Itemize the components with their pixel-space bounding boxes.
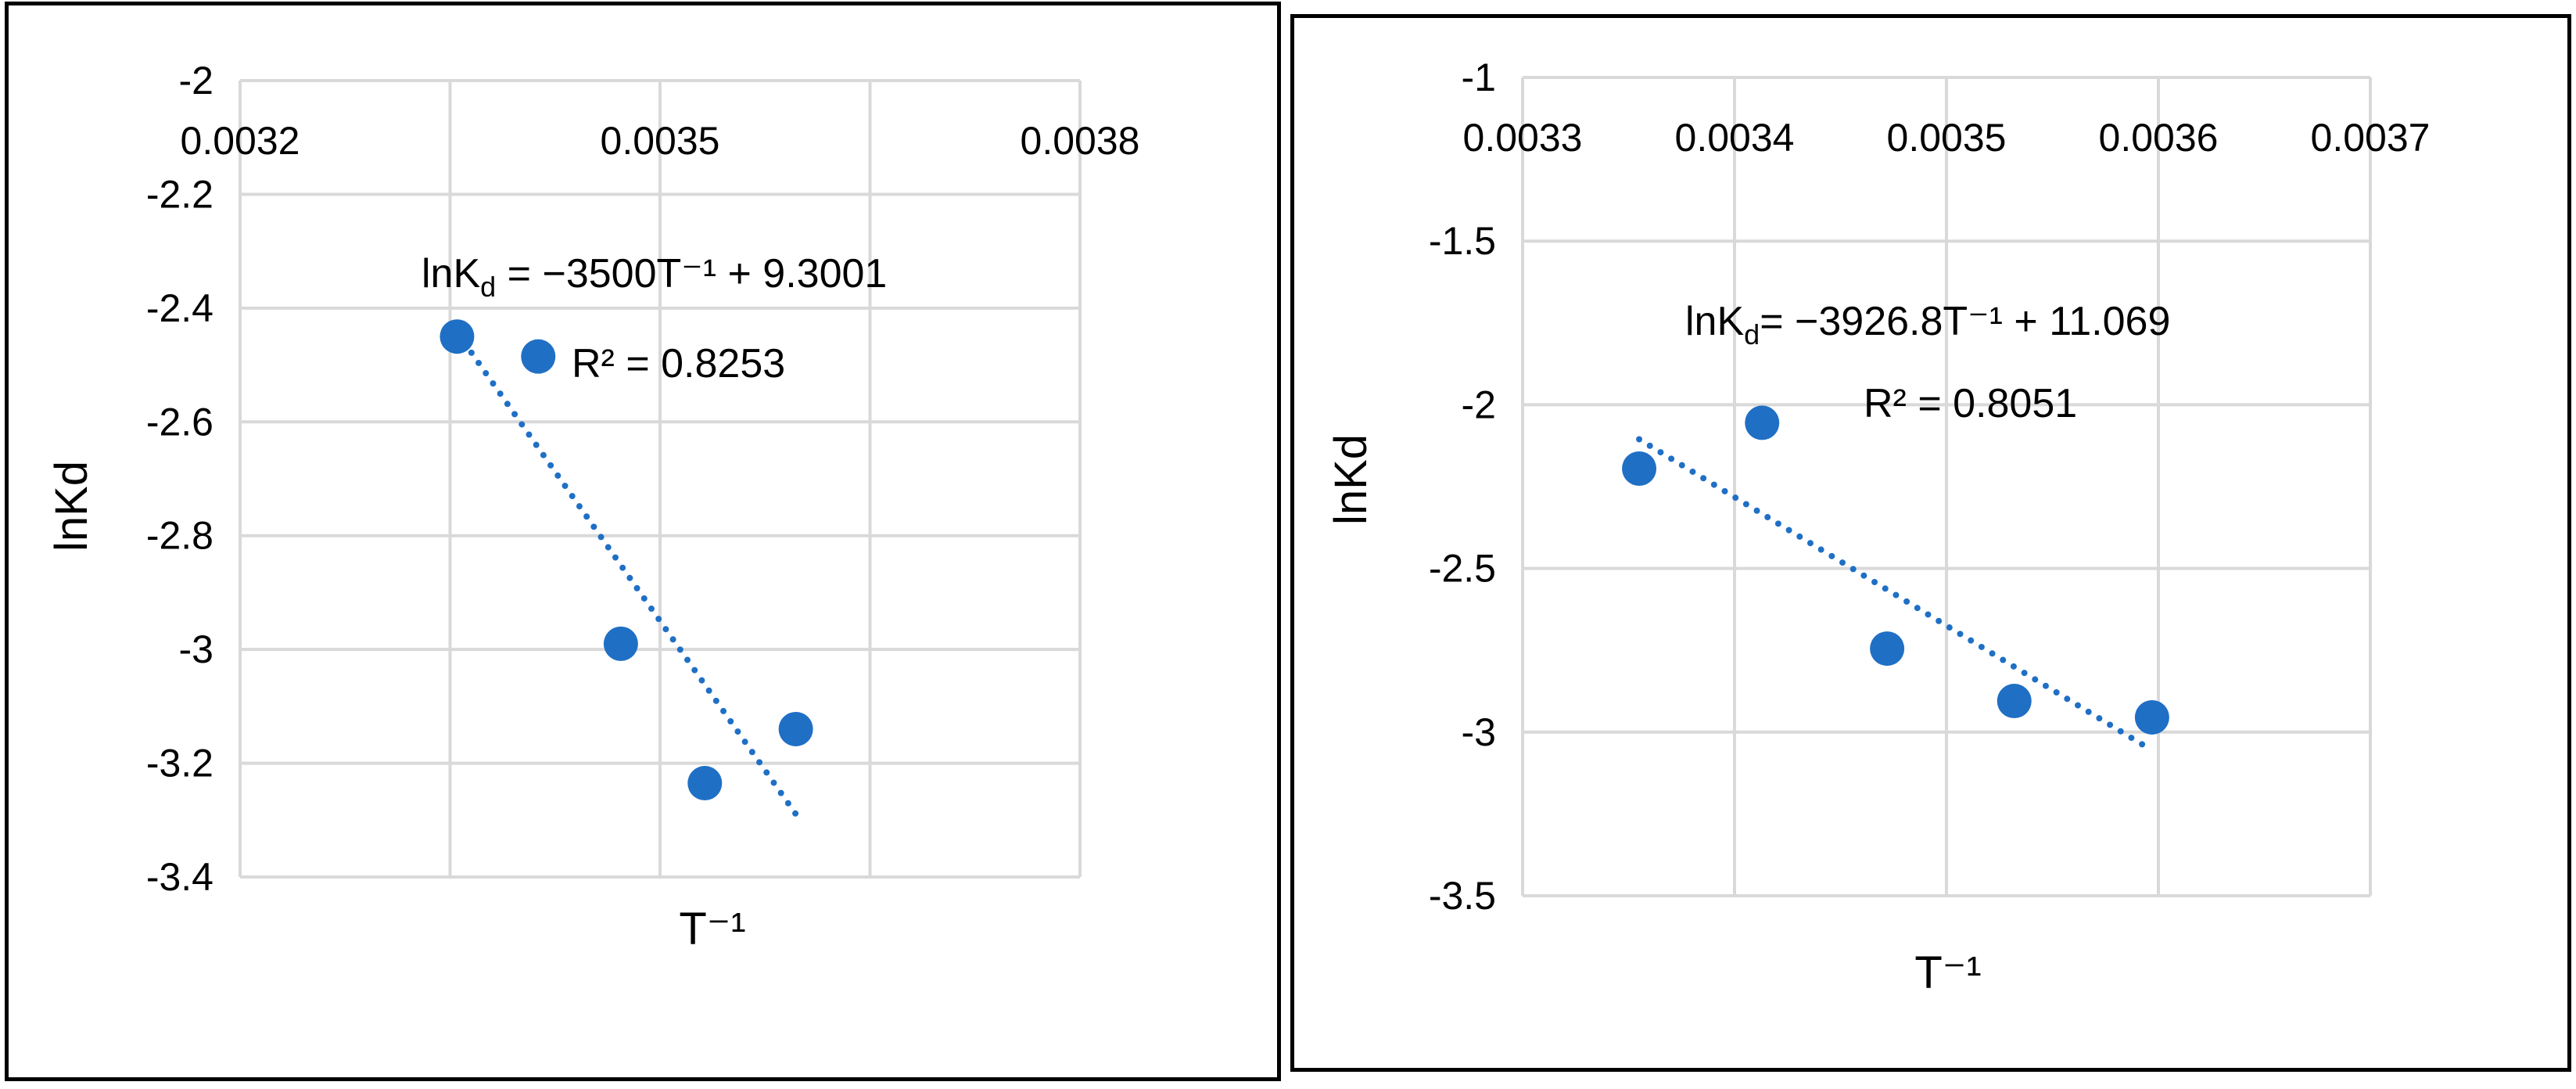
data-point-2	[521, 339, 556, 374]
x-tick-label: 0.0033	[1463, 116, 1583, 160]
x-tick-label: 0.0034	[1675, 116, 1795, 160]
y-tick-label: -2.4	[146, 286, 213, 330]
y-tick-label: -3	[1462, 710, 1496, 754]
equation-rest: = −3926.8T⁻¹ + 11.069	[1760, 299, 2170, 344]
y-tick-label: -3.4	[146, 855, 213, 899]
x-tick-label: 0.0035	[1887, 116, 2007, 160]
y-tick-label: -1	[1462, 56, 1496, 99]
x-axis-title: T⁻¹	[679, 904, 745, 954]
x-tick-label: 0.0036	[2099, 116, 2219, 160]
y-axis-title: lnKd	[1326, 434, 1376, 525]
trendline	[454, 329, 799, 818]
equation-subscript: d	[1744, 318, 1760, 350]
trendline	[1636, 436, 2155, 754]
chart-right: -1 -1.5 -2 -2.5 -3 -3.5 0.0033 0.0034 0.0035 0.00…	[1326, 56, 2431, 998]
data-point-5	[2134, 699, 2169, 735]
y-axis-title: lnKd	[46, 461, 97, 552]
chart-panel-left: -2 -2.2 -2.4 -2.6 -2.8 -3 -3.2 -3.4 0.0032 0.0035…	[5, 2, 1281, 1081]
chart-panel-right: -1 -1.5 -2 -2.5 -3 -3.5 0.0033 0.0034 0.0035 0.00…	[1290, 14, 2571, 1072]
trendline-equation: lnKd= −3926.8T⁻¹ + 11.069	[1685, 299, 2170, 350]
y-tick-label: -3	[179, 627, 213, 671]
data-point-3	[603, 626, 638, 661]
y-tick-label: -2.5	[1429, 547, 1496, 591]
x-axis-title: T⁻¹	[1914, 947, 1981, 998]
data-point-4	[1997, 684, 2032, 719]
chart-left: -2 -2.2 -2.4 -2.6 -2.8 -3 -3.2 -3.4 0.0032 0.0035…	[46, 59, 1140, 954]
y-tick-label: -2	[179, 59, 213, 102]
y-tick-label: -2.2	[146, 172, 213, 216]
equation-subscript: d	[480, 271, 496, 303]
x-tick-label: 0.0035	[601, 119, 720, 163]
equation-main: lnK	[422, 251, 480, 297]
data-point-1	[439, 319, 475, 354]
r-squared-label: R² = 0.8253	[572, 341, 785, 386]
y-tick-label: -2.8	[146, 514, 213, 558]
y-tick-label: -2	[1462, 383, 1496, 426]
data-point-3	[1870, 631, 1905, 667]
equation-rest: = −3500T⁻¹ + 9.3001	[496, 251, 887, 297]
y-tick-label: -1.5	[1429, 219, 1496, 263]
x-tick-label: 0.0038	[1021, 119, 1140, 163]
y-tick-label: -3.2	[146, 742, 213, 785]
data-point-1	[1622, 451, 1657, 486]
data-point-4	[687, 766, 723, 801]
x-tick-label: 0.0037	[2311, 116, 2431, 160]
y-tick-label: -2.6	[146, 400, 213, 444]
data-point-2	[1745, 405, 1780, 440]
equation-main: lnK	[1685, 299, 1744, 344]
y-tick-label: -3.5	[1429, 874, 1496, 918]
trendline-equation: lnKd = −3500T⁻¹ + 9.3001	[422, 251, 887, 303]
r-squared-label: R² = 0.8051	[1864, 381, 2077, 426]
x-tick-label: 0.0032	[181, 119, 300, 163]
data-point-5	[778, 711, 813, 746]
